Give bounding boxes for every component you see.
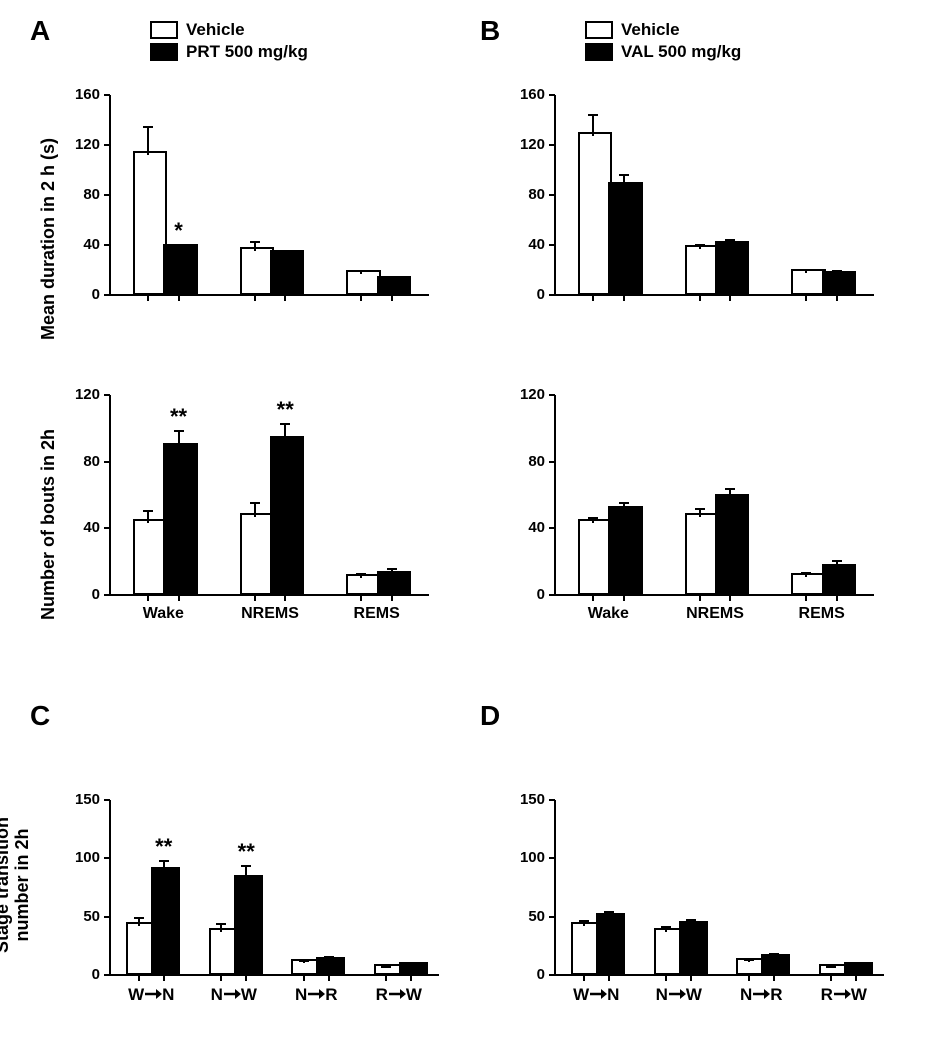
x-category-label: REMS bbox=[323, 605, 430, 623]
x-category-label: NREMS bbox=[217, 605, 324, 623]
legend-label: Vehicle bbox=[621, 20, 680, 40]
y-axis-label: Mean duration in 2 h (s) bbox=[38, 138, 59, 340]
x-category-label: Wake bbox=[555, 605, 662, 623]
legend-swatch bbox=[150, 21, 178, 39]
legend-label: PRT 500 mg/kg bbox=[186, 42, 308, 62]
x-category-label: REMS bbox=[768, 605, 875, 623]
panel-label-B: B bbox=[480, 15, 500, 47]
x-category-label: WN bbox=[555, 985, 638, 1005]
x-category-label: NW bbox=[193, 985, 276, 1005]
y-axis-label: Stage transitionnumber in 2h bbox=[0, 785, 32, 985]
x-category-label: RW bbox=[803, 985, 886, 1005]
legend-A: VehiclePRT 500 mg/kg bbox=[150, 20, 308, 64]
panel-label-A: A bbox=[30, 15, 50, 47]
legend-B: VehicleVAL 500 mg/kg bbox=[585, 20, 741, 64]
legend-swatch bbox=[150, 43, 178, 61]
x-category-label: WN bbox=[110, 985, 193, 1005]
x-category-label: NREMS bbox=[662, 605, 769, 623]
legend-label: VAL 500 mg/kg bbox=[621, 42, 741, 62]
x-category-label: RW bbox=[358, 985, 441, 1005]
legend-swatch bbox=[585, 43, 613, 61]
y-axis-label: Number of bouts in 2h bbox=[38, 429, 59, 620]
panel-label-D: D bbox=[480, 700, 500, 732]
legend-label: Vehicle bbox=[186, 20, 245, 40]
x-category-label: NR bbox=[275, 985, 358, 1005]
x-category-label: NR bbox=[720, 985, 803, 1005]
panel-label-C: C bbox=[30, 700, 50, 732]
legend-swatch bbox=[585, 21, 613, 39]
x-category-label: NW bbox=[638, 985, 721, 1005]
x-category-label: Wake bbox=[110, 605, 217, 623]
